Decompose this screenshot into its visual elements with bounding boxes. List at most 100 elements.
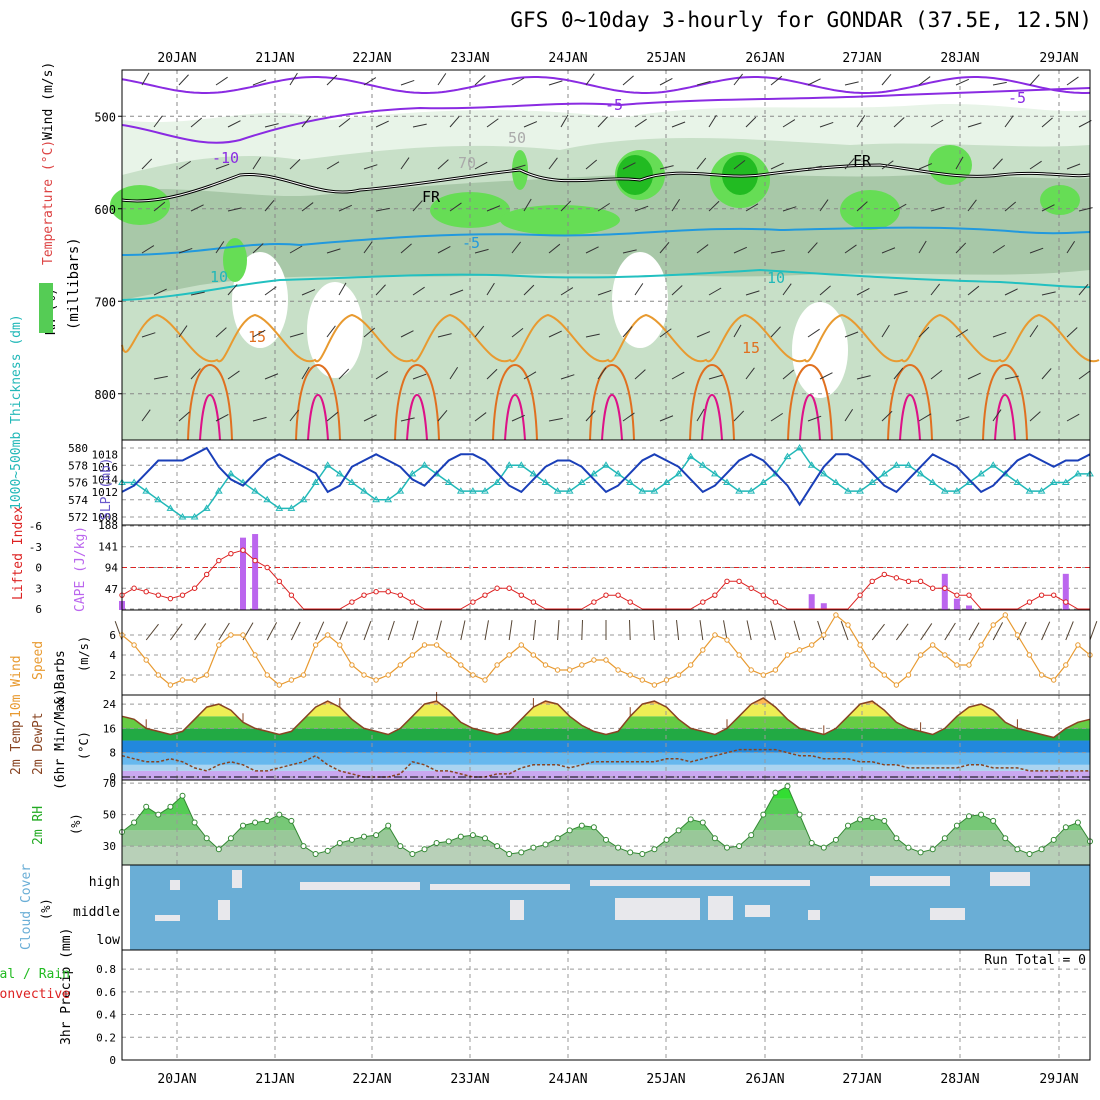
rh-band	[122, 846, 1090, 865]
wind-barb	[375, 207, 390, 212]
wind10-point	[748, 667, 754, 673]
rh2m-point	[276, 811, 283, 818]
wind-barb	[511, 414, 525, 422]
wind-barb	[745, 116, 757, 128]
thickness-point	[989, 461, 998, 468]
wind-barb	[548, 417, 563, 422]
rh2m-point	[615, 844, 622, 851]
rh2m-point	[917, 849, 924, 856]
wind-barb	[955, 329, 969, 338]
wind-barb	[486, 205, 501, 212]
thickness-point	[650, 487, 659, 494]
wind-barb	[1041, 368, 1052, 380]
rh-area-90	[223, 238, 247, 282]
wind-barb	[671, 121, 686, 128]
wind-barb	[252, 329, 266, 338]
temp-contour-20-segment	[982, 363, 1028, 441]
temp-contour-25-segment	[899, 393, 921, 441]
wind-barb	[723, 620, 728, 641]
wind-barb	[363, 77, 377, 86]
wind-barb	[782, 206, 797, 212]
wind-barb	[301, 366, 310, 380]
thickness-point	[190, 513, 199, 520]
wind-barb	[1066, 240, 1076, 254]
lifted-index-point	[385, 589, 391, 595]
wind-barb	[1004, 375, 1019, 380]
rh2m-axis-label: 2m RH	[31, 806, 46, 845]
wind-barb	[992, 622, 1004, 641]
lifted-index-point	[191, 585, 198, 591]
cloud-gap	[430, 884, 570, 890]
wind-barb	[363, 164, 378, 170]
wind-barb	[523, 371, 537, 380]
wind-barb	[153, 375, 168, 380]
wind-barb	[548, 157, 558, 170]
lifted-index-point	[155, 592, 162, 598]
wind-barb	[745, 367, 755, 380]
wind-barb	[339, 621, 348, 641]
contour-label: -10	[212, 149, 239, 167]
wind-barb	[215, 327, 227, 338]
wind-barb	[733, 246, 747, 254]
wind-barb	[585, 410, 596, 422]
thickness-point	[553, 487, 562, 494]
thickness-point	[880, 469, 889, 477]
wind10-point	[917, 652, 924, 658]
wind-barb	[141, 409, 151, 422]
wind-barb	[289, 245, 303, 254]
pressure-tick-label: 700	[94, 295, 116, 309]
thickness-point	[735, 487, 743, 494]
wind-barb	[449, 202, 462, 212]
thickness-point	[686, 452, 695, 460]
wind-barb	[252, 79, 267, 86]
chart-title: GFS 0~10day 3-hourly for GONDAR (37.5E, …	[510, 8, 1092, 32]
contour-label: 70	[458, 154, 476, 172]
lifted-index-point	[760, 592, 766, 598]
wind-barb	[264, 286, 277, 296]
thickness-tick-label: 574	[68, 494, 88, 507]
thickness-point	[154, 495, 163, 503]
rh2m-point	[300, 843, 307, 850]
wind10-point	[300, 672, 307, 678]
temp-contour-5	[121, 226, 1091, 256]
date-label-bottom: 23JAN	[450, 1072, 489, 1087]
precip-convective-label: Convective	[0, 987, 70, 1002]
wind-barb	[474, 161, 488, 170]
wind-barb	[252, 243, 264, 254]
upper-wind-barbs	[141, 72, 1093, 422]
wind-barb	[807, 415, 822, 422]
wind-barb	[652, 620, 655, 641]
wind10-point	[1063, 662, 1069, 668]
wind-barb	[671, 285, 683, 296]
thickness-point	[723, 478, 731, 485]
wind10-point	[155, 672, 162, 678]
wind-barb	[1041, 621, 1051, 641]
thickness-point	[456, 487, 465, 494]
cloud-gap	[745, 905, 770, 917]
cloud-gap	[510, 900, 524, 920]
wind-barb	[696, 80, 711, 86]
temp-band	[122, 740, 1090, 753]
wind-barb	[881, 247, 896, 254]
temp-contour-10	[121, 268, 1091, 301]
wind10-point	[228, 632, 234, 638]
wind-barb	[585, 73, 595, 86]
date-label-bottom: 28JAN	[940, 1072, 979, 1087]
rh2m-point	[845, 822, 851, 829]
thickness-point	[384, 495, 393, 503]
lifted-index-point	[204, 571, 210, 578]
lifted-index-tick-label: 3	[35, 582, 42, 595]
wind-barb	[560, 287, 574, 296]
lifted-index-point	[966, 592, 972, 598]
wind-barb	[745, 290, 760, 296]
cloud-gap	[990, 872, 1030, 886]
wind-barb	[967, 285, 980, 296]
rh2m-point	[808, 839, 815, 846]
wind-barb	[881, 73, 892, 86]
temp-contour-25-segment	[504, 393, 526, 441]
wind-barb	[548, 243, 561, 254]
lifted-index-point	[349, 599, 355, 605]
wind-barb	[807, 242, 818, 254]
thickness-point	[469, 487, 477, 494]
wind-barb	[289, 158, 301, 170]
